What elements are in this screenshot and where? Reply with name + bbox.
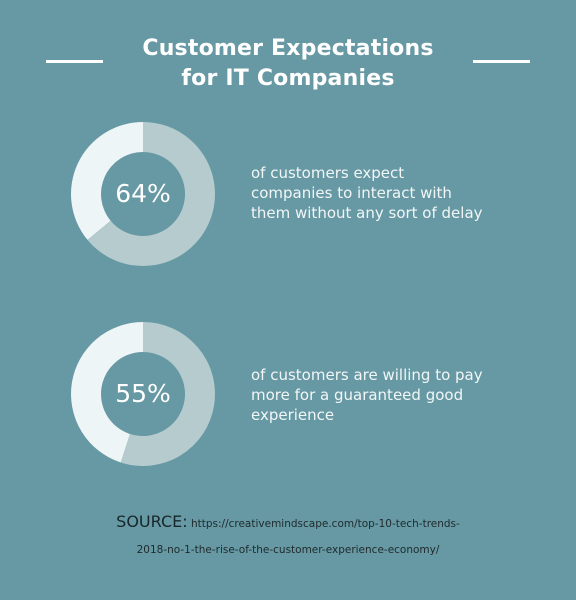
donut-svg-1 — [71, 122, 215, 266]
donut-2-value-segment — [120, 322, 215, 466]
stat-1-description-line-3: them without any sort of delay — [251, 204, 483, 222]
donut-1-value-segment — [87, 122, 215, 266]
source-citation: SOURCE: https://creativemindscape.com/to… — [0, 510, 576, 560]
stat-1-description-line-1: of customers expect — [251, 164, 405, 182]
donut-chart-2: 55% — [70, 321, 216, 467]
stat-1-description-line-2: companies to interact with — [251, 184, 452, 202]
stat-2-description-line-3: experience — [251, 406, 335, 424]
title-line-1: Customer Expectations — [142, 36, 434, 61]
donut-1-remaining-segment — [71, 122, 143, 240]
donut-2-remaining-segment — [71, 322, 143, 463]
source-url-line-2: 2018-no-1-the-rise-of-the-customer-exper… — [136, 544, 440, 556]
source-label: SOURCE: — [116, 512, 188, 531]
donut-chart-1: 64% — [70, 121, 216, 267]
donut-2-value-label: 55% — [115, 379, 171, 408]
title-line-2: for IT Companies — [181, 66, 395, 91]
source-url-line-1: https://creativemindscape.com/top-10-tec… — [190, 518, 460, 530]
stat-1-description: of customers expect companies to interac… — [251, 163, 551, 223]
stat-2-description-line-2: more for a guaranteed good — [251, 386, 464, 404]
stat-2-description-line-1: of customers are willing to pay — [251, 366, 483, 384]
title-rule-right — [473, 60, 530, 63]
title-rule-left — [46, 60, 103, 63]
donut-1-value-label: 64% — [115, 179, 171, 208]
page-title: Customer Expectations for IT Companies — [0, 34, 576, 94]
donut-svg-2 — [71, 322, 215, 466]
stat-2-description: of customers are willing to pay more for… — [251, 365, 551, 425]
